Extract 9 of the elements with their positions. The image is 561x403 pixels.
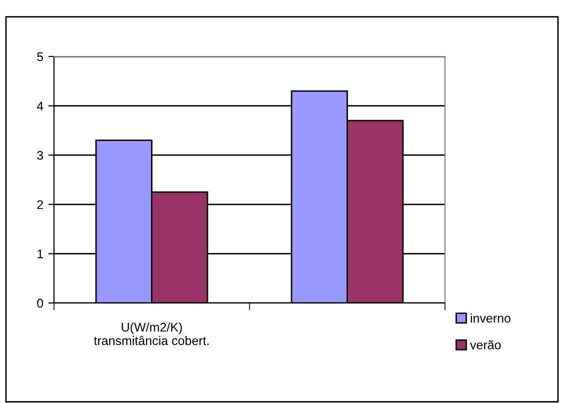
y-tick-label: 5 bbox=[37, 52, 44, 62]
x-tick-label: U(W/m2/K) transmitância cobert. bbox=[94, 322, 209, 346]
y-tick-label: 4 bbox=[36, 102, 44, 110]
y-tick-label: 3 bbox=[37, 150, 44, 160]
legend-label: inverno bbox=[470, 313, 510, 323]
y-tick-label: 2 bbox=[37, 200, 43, 209]
legend-label: verão bbox=[470, 340, 501, 350]
y-tick-label: 0 bbox=[37, 298, 44, 308]
y-tick-label: 1 bbox=[38, 250, 43, 258]
